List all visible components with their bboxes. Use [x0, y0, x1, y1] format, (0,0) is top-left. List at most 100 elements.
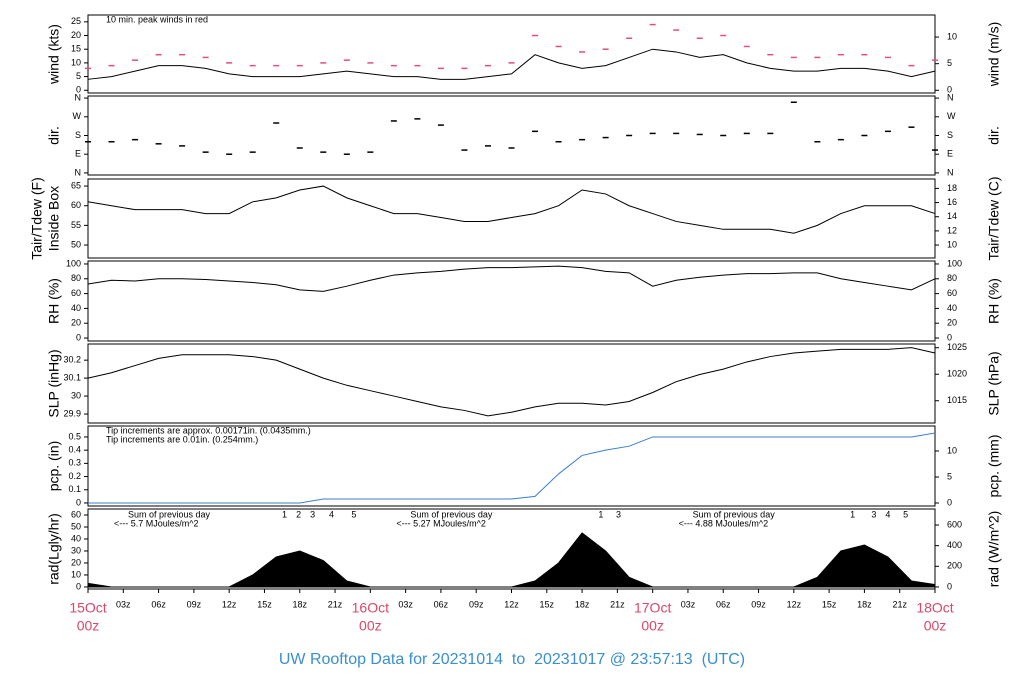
line	[87, 347, 936, 417]
panel-frame	[87, 95, 936, 176]
panel-frame	[87, 178, 936, 259]
note-text: <--- 5.27 MJoules/m^2	[396, 518, 486, 528]
y2-tick-label: 40	[947, 303, 957, 313]
y-tick-label: N	[75, 167, 82, 177]
y-tick-label: 0	[76, 497, 81, 507]
marker-label: 3	[310, 509, 315, 519]
marker-label: 4	[329, 509, 334, 519]
x-tick-label: 09z	[751, 599, 766, 609]
x-tick-label: 15z	[257, 599, 272, 609]
y2-tick-label: 14	[947, 211, 957, 221]
y-tick-label: 50	[71, 521, 81, 531]
y-tick-label: 30.2	[63, 355, 81, 365]
marker-label: 5	[903, 509, 908, 519]
y2-tick-label: 12	[947, 225, 957, 235]
y-tick-label: 0.3	[68, 458, 81, 468]
x-tick-label: 03z	[398, 599, 413, 609]
y2-tick-label: W	[947, 111, 956, 121]
y-tick-label: 0.1	[68, 484, 81, 494]
date-label: 15Oct	[69, 600, 106, 616]
line	[87, 185, 936, 234]
y-tick-label: 0	[76, 85, 81, 95]
y2-tick-label: 400	[947, 540, 962, 550]
y-tick-label: 0	[76, 332, 81, 342]
x-tick-label: 03z	[681, 599, 696, 609]
y2-tick-label: 1025	[947, 342, 967, 352]
y2-tick-label: 20	[947, 318, 957, 328]
x-tick-label: 18z	[575, 599, 590, 609]
y-tick-label: 25	[71, 16, 81, 26]
panel-frame	[87, 508, 936, 590]
y2-tick-label: 80	[947, 273, 957, 283]
x-tick-label: 06z	[151, 599, 166, 609]
date-label: 17Oct	[634, 600, 671, 616]
y2-tick-label: 100	[947, 258, 962, 268]
y2-axis-label: pcp. (mm)	[986, 435, 1002, 498]
panel-frame	[87, 14, 936, 94]
x-tick-label: 09z	[187, 599, 202, 609]
x-tick-label: 09z	[469, 599, 484, 609]
x-tick-label: 15z	[540, 599, 555, 609]
x-tick-label: 21z	[610, 599, 625, 609]
y-axis-label: pcp. (in)	[46, 441, 62, 492]
marker-label: 4	[885, 509, 890, 519]
annotation: Tip increments are 0.01in. (0.254mm.)	[106, 434, 258, 444]
y-tick-label: 60	[71, 509, 81, 519]
x-tick-label: 18z	[292, 599, 307, 609]
x-tick-label: 00z	[77, 618, 100, 634]
y-tick-label: 80	[71, 273, 81, 283]
footer-title: UW Rooftop Data for 20231014 to 20231017…	[279, 651, 745, 668]
date-label: 18Oct	[916, 600, 953, 616]
y2-tick-label: 10	[947, 445, 957, 455]
y-axis-label: RH (%)	[46, 278, 62, 324]
panel-frame	[87, 425, 936, 507]
x-tick-label: 21z	[892, 599, 907, 609]
y2-tick-label: 1015	[947, 395, 967, 405]
y2-tick-label: 0	[947, 497, 952, 507]
line	[87, 48, 936, 80]
y2-tick-label: 600	[947, 519, 962, 529]
x-tick-label: 00z	[924, 618, 947, 634]
y2-tick-label: 0	[947, 85, 952, 95]
date-label: 16Oct	[352, 600, 389, 616]
marker-label: 1	[282, 509, 287, 519]
y-tick-label: E	[75, 149, 81, 159]
x-tick-label: 03z	[116, 599, 131, 609]
x-tick-label: 00z	[359, 618, 382, 634]
y2-tick-label: 5	[947, 58, 952, 68]
y-tick-label: S	[75, 130, 81, 140]
y-tick-label: 60	[71, 288, 81, 298]
annotation: Tip increments are approx. 0.00171in. (0…	[106, 425, 311, 435]
marker-label: 1	[598, 509, 603, 519]
y-tick-label: 10	[71, 569, 81, 579]
y2-tick-label: 0	[947, 332, 952, 342]
y2-tick-label: 10	[947, 31, 957, 41]
y2-tick-label: 200	[947, 561, 962, 571]
y-tick-label: 29.9	[63, 408, 81, 418]
y-tick-label: 0	[76, 581, 81, 591]
y-tick-label: 0.2	[68, 471, 81, 481]
y2-tick-label: 60	[947, 288, 957, 298]
marker-label: 5	[351, 509, 356, 519]
y-tick-label: 40	[71, 303, 81, 313]
y-axis-label: rad(Lgly/hr)	[46, 513, 62, 585]
marker-label: 3	[871, 509, 876, 519]
y-tick-label: 40	[71, 533, 81, 543]
y2-axis-label: SLP (hPa)	[986, 351, 1002, 415]
annotation: 10 min. peak winds in red	[106, 14, 208, 24]
note-text: <--- 4.88 MJoules/m^2	[679, 518, 769, 528]
area	[87, 532, 936, 588]
x-tick-label: 12z	[222, 599, 237, 609]
panel-frame	[87, 260, 936, 342]
y-tick-label: 20	[71, 557, 81, 567]
y2-axis-label: dir.	[986, 126, 1002, 145]
y-tick-label: W	[73, 111, 82, 121]
y-tick-label: 30	[71, 545, 81, 555]
y-tick-label: 30	[71, 390, 81, 400]
y2-axis-label: RH (%)	[986, 278, 1002, 324]
y2-tick-label: S	[947, 130, 953, 140]
y2-tick-label: 0	[947, 581, 952, 591]
x-tick-label: 18z	[857, 599, 872, 609]
y-axis-label: wind (kts)	[46, 24, 62, 85]
